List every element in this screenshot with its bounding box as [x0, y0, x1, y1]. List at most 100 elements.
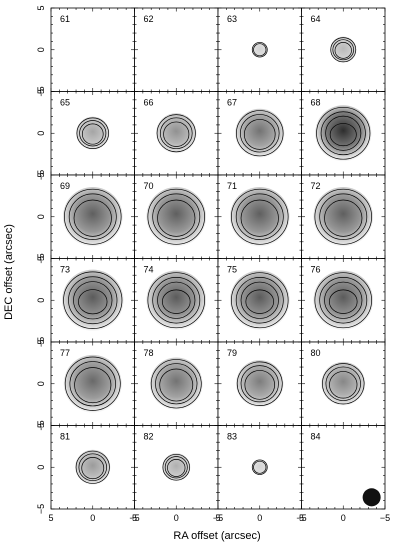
y-tick-label: 0: [36, 298, 46, 303]
contour-level: [157, 199, 196, 237]
emission-blob: [315, 105, 372, 162]
y-tick-label: 5: [36, 339, 46, 344]
contour-level: [332, 39, 354, 61]
channel-label: 74: [144, 265, 154, 275]
y-tick-label: −5: [36, 170, 46, 180]
channel-label: 82: [144, 432, 154, 442]
contour-level: [329, 123, 357, 147]
channel-panel-74: 74: [134, 258, 219, 343]
contour-level: [319, 193, 368, 240]
contour-level: [325, 366, 361, 401]
x-tick-label: 5: [215, 513, 220, 523]
y-tick-label: 0: [36, 131, 46, 136]
x-tick-label: 0: [174, 513, 179, 523]
channel-panel-84: 84 5 0 −5: [299, 425, 390, 523]
channel-panel-77: 77 −5 0 5: [36, 339, 135, 431]
channel-label: 80: [311, 348, 321, 358]
channel-label: 78: [144, 348, 154, 358]
y-tick-label: 0: [36, 47, 46, 52]
contour-level: [73, 281, 113, 320]
y-tick-label: 0: [36, 465, 46, 470]
contour-level: [155, 363, 198, 405]
emission-blob: [321, 361, 366, 406]
x-tick-label: −5: [213, 513, 223, 523]
channel-label: 73: [60, 265, 70, 275]
contour-level: [150, 359, 202, 409]
contour-level: [75, 450, 110, 484]
emission-blob: [156, 113, 197, 154]
channel-panel-79: 79: [217, 341, 302, 426]
channel-panel-78: 78: [134, 341, 219, 426]
channel-panel-68: 68: [301, 91, 386, 176]
contour-level: [63, 271, 123, 329]
y-tick-label: −5: [36, 337, 46, 347]
channel-label: 63: [227, 14, 237, 24]
x-tick-label: 0: [341, 513, 346, 523]
x-tick-label: −5: [380, 513, 390, 523]
x-tick-label: −5: [296, 513, 306, 523]
x-tick-label: 5: [299, 513, 304, 523]
channel-panel-67: 67: [217, 91, 302, 176]
channel-panel-83: 83 5 0 −5: [215, 425, 307, 523]
channel-label: 65: [60, 98, 70, 108]
contour-level: [159, 368, 194, 402]
contour-level: [322, 363, 365, 405]
channel-panel-71: 71: [217, 174, 302, 259]
emission-blob: [330, 36, 357, 63]
contour-level: [240, 199, 279, 237]
emission-blob: [313, 186, 374, 247]
contour-level: [325, 115, 362, 151]
x-tick-label: 0: [90, 513, 95, 523]
emission-blob: [63, 354, 122, 413]
channel-map-panels: 61 −5 0 5 62 63 64 65 −5 0 5 66 67 68 69 −5 0 5 70 71 72 73 −5…: [36, 5, 390, 523]
contour-level: [152, 277, 201, 324]
contour-level: [156, 114, 196, 153]
emission-blob: [62, 186, 123, 247]
contour-level: [64, 356, 121, 411]
contour-level: [78, 289, 108, 315]
contour-level: [253, 460, 267, 474]
channel-panel-70: 70: [134, 174, 219, 259]
contour-level: [76, 117, 109, 149]
channel-label: 67: [227, 98, 237, 108]
emission-blob: [251, 41, 268, 58]
emission-blob: [235, 108, 285, 158]
contour-level: [314, 188, 372, 245]
contour-level: [251, 42, 268, 58]
y-tick-label: 5: [36, 89, 46, 94]
contour-level: [68, 193, 117, 240]
y-tick-label: 5: [36, 172, 46, 177]
x-tick-label: 5: [48, 513, 53, 523]
contour-level: [245, 289, 275, 314]
emission-blob: [62, 269, 124, 331]
contour-level: [147, 188, 205, 245]
contour-level: [231, 188, 289, 245]
channel-label: 69: [60, 181, 70, 191]
contour-level: [330, 37, 357, 63]
contour-level: [235, 193, 284, 240]
channel-panel-63: 63: [217, 7, 302, 92]
channel-panel-82: 82 5 0 −5: [132, 425, 223, 523]
y-tick-label: 0: [36, 214, 46, 219]
contour-level: [161, 289, 191, 314]
y-tick-label: 0: [36, 381, 46, 386]
emission-blob: [76, 116, 110, 150]
contour-level: [64, 188, 122, 245]
beam-marker: [362, 488, 381, 507]
contour-level: [251, 459, 268, 475]
emission-blob: [146, 270, 207, 331]
channel-label: 68: [311, 98, 321, 108]
contour-level: [152, 193, 201, 240]
channel-label: 81: [60, 432, 70, 442]
x-tick-label: 5: [132, 513, 137, 523]
emission-blob: [75, 449, 111, 485]
y-tick-label: −5: [36, 253, 46, 263]
y-tick-label: −5: [36, 86, 46, 96]
channel-label: 61: [60, 14, 70, 24]
contour-level: [78, 453, 107, 482]
channel-label: 77: [60, 348, 70, 358]
channel-panel-64: 64: [301, 7, 386, 92]
contour-level: [81, 457, 105, 480]
y-tick-label: 5: [36, 423, 46, 428]
